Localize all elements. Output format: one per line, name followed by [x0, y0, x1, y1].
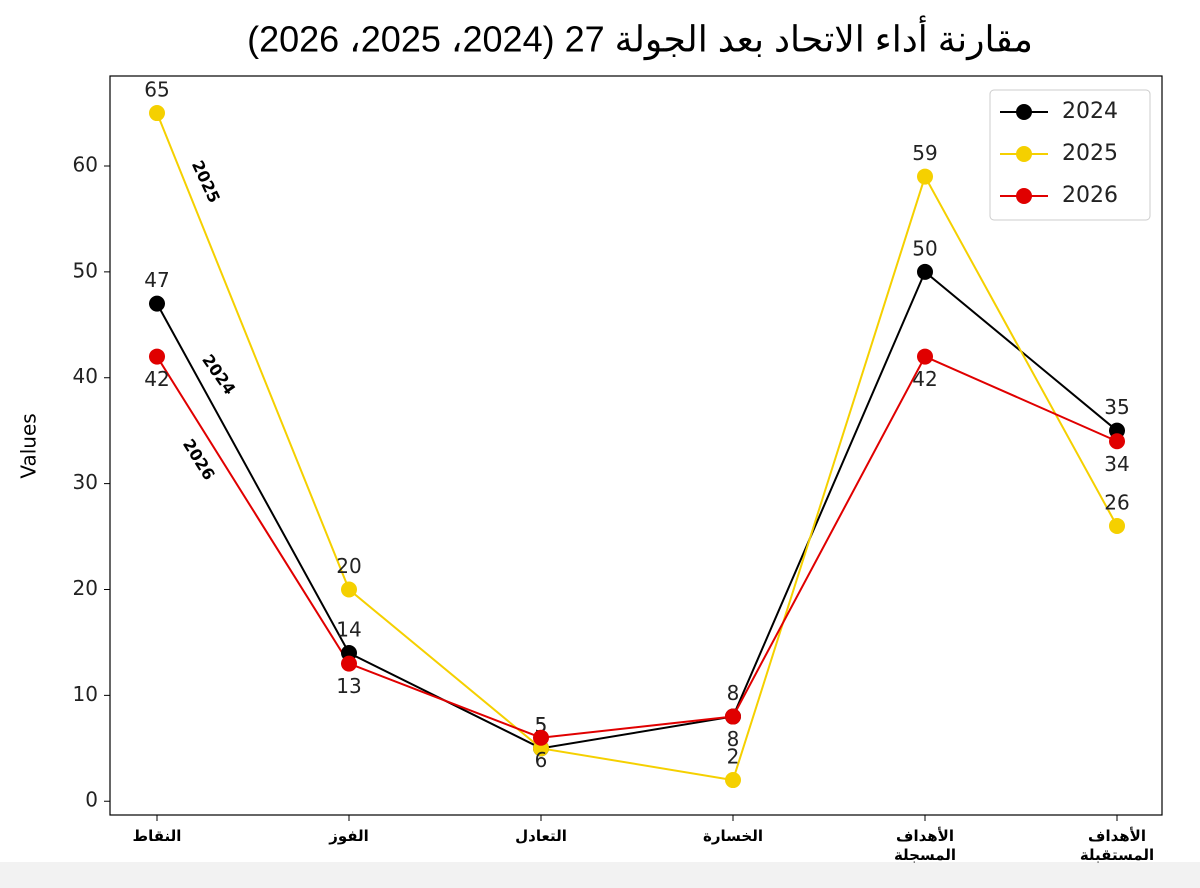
data-label: 65 — [144, 78, 169, 102]
point — [149, 105, 165, 122]
legend-marker — [1016, 146, 1032, 162]
point — [917, 263, 933, 280]
legend-marker — [1016, 104, 1032, 120]
point — [533, 729, 549, 746]
chart-title: مقارنة أداء الاتحاد بعد الجولة 27 (2024،… — [247, 15, 1033, 61]
x-tick-label: الخسارة — [703, 827, 763, 845]
data-label: 47 — [144, 268, 169, 292]
legend-marker — [1016, 188, 1032, 204]
point — [341, 581, 357, 598]
y-tick-label: 40 — [73, 364, 98, 388]
legend-box — [989, 89, 1151, 221]
y-tick-label: 60 — [73, 152, 98, 176]
data-label: 13 — [336, 674, 361, 698]
series-line — [156, 112, 1118, 782]
data-label: 6 — [535, 748, 548, 772]
line-annotation: 2025 — [188, 157, 224, 205]
point — [149, 295, 165, 312]
point — [1109, 517, 1125, 534]
data-label: 34 — [1104, 452, 1129, 476]
point — [725, 708, 741, 725]
data-label: 26 — [1104, 490, 1129, 514]
point — [917, 168, 933, 185]
data-label: 50 — [912, 236, 937, 260]
point — [917, 348, 933, 365]
plot-frame — [109, 75, 1163, 816]
point — [725, 772, 741, 789]
bottom-band — [0, 862, 1200, 888]
data-label: 14 — [336, 618, 361, 642]
data-label: 8 — [727, 681, 740, 705]
data-label: 42 — [144, 367, 169, 391]
x-tick-label: النقاط — [132, 827, 182, 845]
point — [341, 655, 357, 672]
x-tick-label: الأهداف المسجلة — [893, 827, 957, 864]
data-label: 20 — [336, 554, 361, 578]
y-tick-label: 30 — [73, 470, 98, 494]
line-annotation: 2026 — [179, 436, 219, 484]
x-tick-label: الأهداف المستقبلة — [1079, 827, 1155, 864]
data-label: 59 — [912, 141, 937, 165]
y-tick-label: 50 — [73, 258, 98, 282]
data-label: 2 — [727, 745, 740, 769]
point — [1109, 433, 1125, 450]
x-tick-label: التعادل — [515, 827, 567, 845]
legend-label: 2024 — [1062, 99, 1118, 124]
point — [149, 348, 165, 365]
data-label: 8 — [727, 727, 740, 751]
y-axis-label: Values — [17, 413, 41, 478]
legend-label: 2025 — [1062, 141, 1118, 166]
y-tick-label: 0 — [85, 788, 98, 812]
series-line — [156, 355, 1118, 739]
x-tick-label: الفوز — [329, 827, 369, 845]
y-tick-label: 10 — [73, 682, 98, 706]
data-label: 35 — [1104, 395, 1129, 419]
data-label: 42 — [912, 367, 937, 391]
series-line — [156, 270, 1118, 750]
y-tick-label: 20 — [73, 576, 98, 600]
legend-label: 2026 — [1062, 183, 1118, 208]
